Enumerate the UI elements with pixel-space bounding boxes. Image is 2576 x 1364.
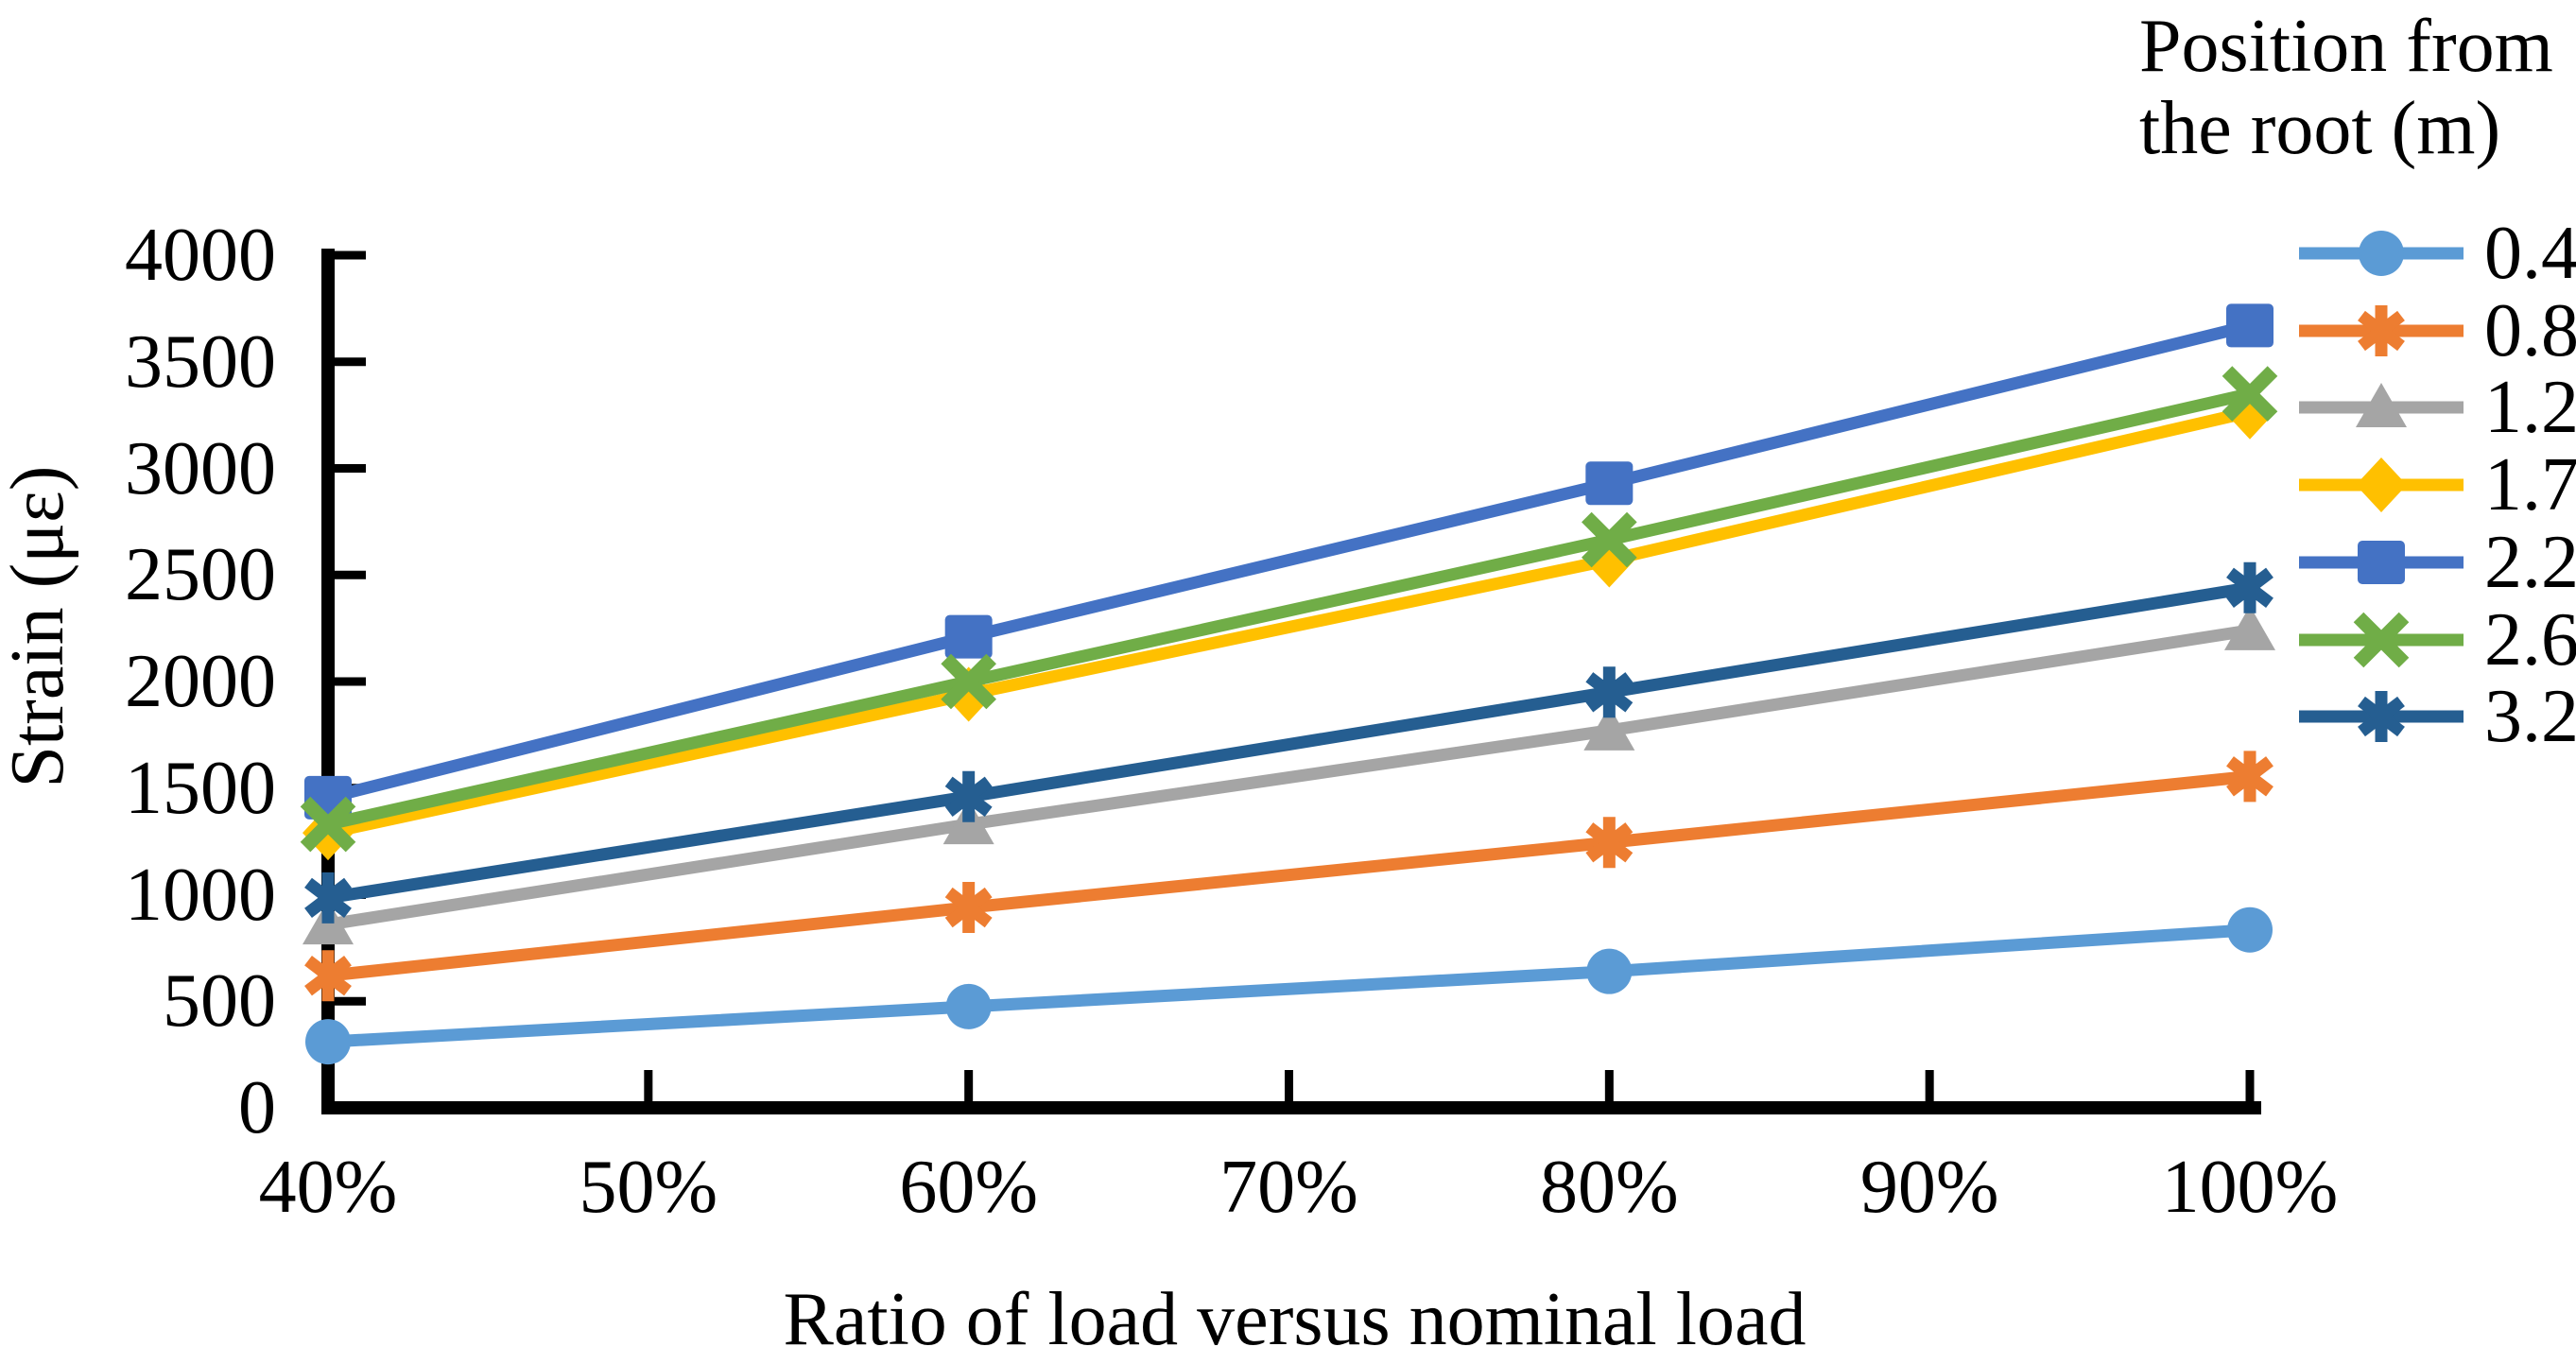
x-tick-label-100%: 100% bbox=[2161, 1146, 2339, 1229]
legend-swatch-asterisk-icon bbox=[2299, 691, 2464, 743]
series-line-2.2 bbox=[321, 319, 2256, 804]
y-tick-label-1500: 1500 bbox=[125, 746, 276, 830]
legend-marker-1.2 bbox=[2356, 383, 2407, 428]
series-line-2.6 bbox=[321, 388, 2256, 831]
series-0.4-marker-100 bbox=[2227, 906, 2273, 953]
legend-label-0.8: 0.8 bbox=[2484, 288, 2576, 372]
series-0.4-marker-40 bbox=[305, 1019, 351, 1065]
y-tick-label-0: 0 bbox=[238, 1066, 276, 1149]
series-line-1.2 bbox=[321, 624, 2256, 931]
legend-item-0.4: 0.4 bbox=[2295, 214, 2576, 293]
legend-swatch-asterisk-icon bbox=[2299, 304, 2464, 356]
legend-swatch-triangle-icon bbox=[2299, 383, 2464, 428]
series-2.6-marker-40 bbox=[300, 796, 356, 853]
legend-marker-2.2 bbox=[2358, 540, 2405, 584]
series-0.8-marker-40 bbox=[304, 950, 352, 1002]
legend-label-2.6: 2.6 bbox=[2484, 597, 2576, 682]
legend-title-line-1: Position from bbox=[2139, 5, 2553, 88]
legend-label-1.7: 1.7 bbox=[2484, 443, 2576, 527]
x-tick-label-80%: 80% bbox=[1540, 1146, 1679, 1229]
series-2.6-marker-80 bbox=[1582, 511, 1637, 568]
legend-marker-3.2 bbox=[2358, 691, 2405, 743]
legend-item-1.2: 1.2 bbox=[2295, 368, 2576, 447]
x-tick-label-40%: 40% bbox=[258, 1146, 398, 1229]
y-tick-label-3500: 3500 bbox=[125, 319, 276, 404]
legend-label-1.2: 1.2 bbox=[2484, 366, 2576, 450]
x-tick-label-70%: 70% bbox=[1219, 1146, 1358, 1229]
y-tick-label-3000: 3000 bbox=[125, 426, 276, 510]
legend-swatch-square-icon bbox=[2299, 540, 2464, 584]
legend-title: Position from the root (m) bbox=[2139, 6, 2553, 170]
series-line-0.8 bbox=[321, 769, 2256, 982]
legend-marker-2.6 bbox=[2353, 612, 2410, 667]
legend-item-3.2: 3.2 bbox=[2295, 677, 2576, 756]
series-1.2-marker-80 bbox=[1583, 705, 1635, 751]
legend-swatch-x-icon bbox=[2299, 612, 2464, 667]
series-line-0.4 bbox=[321, 924, 2256, 1048]
y-tick-label-2500: 2500 bbox=[125, 533, 276, 617]
legend-item-0.8: 0.8 bbox=[2295, 291, 2576, 371]
series-3.2-marker-80 bbox=[1585, 666, 1634, 718]
series-2.6-marker-100 bbox=[2222, 366, 2278, 422]
series-0.8-marker-100 bbox=[2226, 751, 2273, 803]
series-line-1.7 bbox=[321, 406, 2256, 839]
series-2.2-marker-100 bbox=[2226, 303, 2273, 348]
x-tick-label-60%: 60% bbox=[899, 1146, 1038, 1229]
legend-title-line-2: the root (m) bbox=[2139, 87, 2501, 170]
x-tick-label-50%: 50% bbox=[579, 1146, 718, 1229]
y-tick-label-1000: 1000 bbox=[125, 853, 276, 937]
legend-item-2.2: 2.2 bbox=[2295, 523, 2576, 602]
y-tick-label-500: 500 bbox=[163, 959, 276, 1044]
series-3.2-marker-40 bbox=[304, 872, 352, 924]
legend-label-3.2: 3.2 bbox=[2484, 675, 2576, 759]
series-1.2-marker-100 bbox=[2224, 605, 2275, 650]
y-tick-label-4000: 4000 bbox=[125, 214, 276, 297]
series-0.4-marker-80 bbox=[1586, 948, 1633, 994]
y-tick-label-2000: 2000 bbox=[125, 640, 276, 723]
legend-label-0.4: 0.4 bbox=[2484, 212, 2576, 295]
series-0.8-marker-80 bbox=[1585, 817, 1634, 869]
legend-marker-0.8 bbox=[2358, 304, 2405, 356]
legend-item-1.7: 1.7 bbox=[2295, 445, 2576, 525]
series-3.2-marker-60 bbox=[944, 770, 993, 822]
legend-swatch-diamond-icon bbox=[2299, 458, 2464, 513]
series-line-3.2 bbox=[321, 581, 2256, 905]
legend-marker-1.7 bbox=[2356, 458, 2407, 513]
series-0.4-marker-60 bbox=[945, 983, 992, 1029]
x-tick-label-90%: 90% bbox=[1859, 1146, 1999, 1229]
x-axis-title: Ratio of load versus nominal load bbox=[783, 1278, 1807, 1361]
series-2.2-marker-60 bbox=[944, 614, 993, 659]
series-3.2-marker-100 bbox=[2226, 561, 2273, 613]
legend-label-2.2: 2.2 bbox=[2484, 520, 2576, 604]
legend-item-2.6: 2.6 bbox=[2295, 600, 2576, 680]
series-0.8-marker-60 bbox=[944, 882, 993, 934]
series-2.2-marker-80 bbox=[1585, 461, 1634, 506]
series-2.6-marker-60 bbox=[941, 653, 996, 710]
legend-marker-0.4 bbox=[2359, 231, 2404, 276]
legend-swatch-circle-icon bbox=[2299, 231, 2464, 276]
